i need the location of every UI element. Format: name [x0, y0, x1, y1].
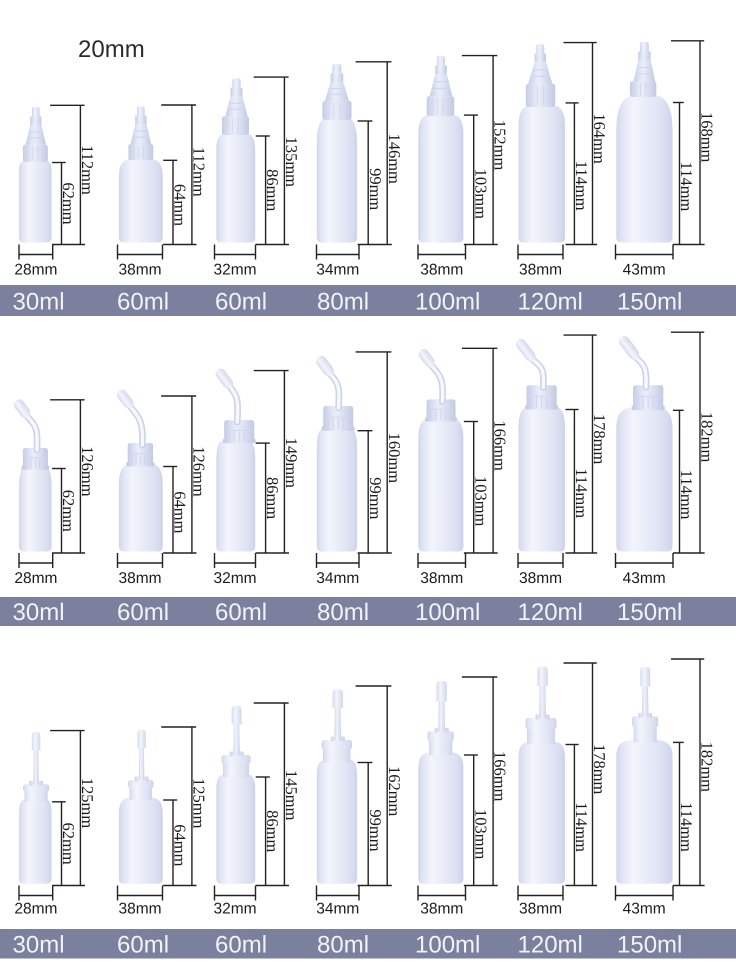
- svg-text:166mm: 166mm: [491, 420, 510, 471]
- svg-text:100ml: 100ml: [415, 932, 480, 959]
- svg-text:86mm: 86mm: [263, 810, 282, 852]
- svg-text:60ml: 60ml: [117, 289, 169, 316]
- svg-text:103mm: 103mm: [471, 169, 490, 220]
- svg-text:114mm: 114mm: [677, 802, 696, 852]
- svg-text:38mm: 38mm: [118, 901, 161, 918]
- svg-text:166mm: 166mm: [491, 751, 510, 802]
- svg-text:32mm: 32mm: [213, 570, 256, 587]
- svg-text:64mm: 64mm: [171, 824, 190, 866]
- svg-text:20mm: 20mm: [78, 36, 145, 63]
- svg-text:168mm: 168mm: [698, 112, 717, 163]
- svg-text:182mm: 182mm: [698, 412, 717, 463]
- svg-text:114mm: 114mm: [677, 162, 696, 212]
- svg-text:28mm: 28mm: [14, 262, 57, 279]
- svg-text:135mm: 135mm: [282, 137, 301, 188]
- svg-text:125mm: 125mm: [78, 778, 97, 829]
- svg-text:160mm: 160mm: [385, 433, 404, 484]
- svg-text:114mm: 114mm: [572, 468, 591, 518]
- svg-text:178mm: 178mm: [590, 414, 609, 465]
- svg-text:162mm: 162mm: [385, 766, 404, 817]
- svg-text:80ml: 80ml: [317, 932, 369, 959]
- svg-text:150ml: 150ml: [617, 599, 682, 626]
- svg-text:125mm: 125mm: [190, 778, 209, 829]
- svg-text:34mm: 34mm: [316, 901, 359, 918]
- svg-text:99mm: 99mm: [366, 168, 385, 210]
- svg-text:30ml: 30ml: [13, 289, 65, 316]
- svg-text:34mm: 34mm: [316, 570, 359, 587]
- svg-text:38mm: 38mm: [519, 262, 562, 279]
- svg-text:60ml: 60ml: [215, 289, 267, 316]
- svg-text:86mm: 86mm: [263, 169, 282, 211]
- svg-text:120ml: 120ml: [518, 932, 583, 959]
- svg-text:28mm: 28mm: [14, 570, 57, 587]
- svg-text:62mm: 62mm: [59, 182, 78, 224]
- svg-text:152mm: 152mm: [491, 120, 510, 171]
- svg-text:99mm: 99mm: [366, 809, 385, 851]
- svg-text:38mm: 38mm: [519, 901, 562, 918]
- svg-text:30ml: 30ml: [13, 932, 65, 959]
- svg-text:43mm: 43mm: [623, 901, 666, 918]
- svg-text:60ml: 60ml: [117, 599, 169, 626]
- svg-text:60ml: 60ml: [117, 932, 169, 959]
- svg-text:126mm: 126mm: [190, 446, 209, 497]
- svg-text:126mm: 126mm: [78, 446, 97, 497]
- svg-text:86mm: 86mm: [263, 477, 282, 519]
- svg-text:32mm: 32mm: [213, 901, 256, 918]
- svg-text:103mm: 103mm: [471, 809, 490, 860]
- svg-text:38mm: 38mm: [420, 901, 463, 918]
- svg-text:99mm: 99mm: [366, 477, 385, 519]
- svg-text:34mm: 34mm: [316, 262, 359, 279]
- svg-text:150ml: 150ml: [617, 289, 682, 316]
- svg-text:103mm: 103mm: [471, 476, 490, 527]
- svg-text:150ml: 150ml: [617, 932, 682, 959]
- svg-text:43mm: 43mm: [623, 262, 666, 279]
- svg-text:64mm: 64mm: [171, 184, 190, 226]
- svg-text:43mm: 43mm: [623, 570, 666, 587]
- svg-text:164mm: 164mm: [590, 113, 609, 164]
- svg-text:30ml: 30ml: [13, 599, 65, 626]
- svg-text:38mm: 38mm: [420, 262, 463, 279]
- svg-text:38mm: 38mm: [118, 570, 161, 587]
- svg-text:80ml: 80ml: [317, 289, 369, 316]
- svg-text:60ml: 60ml: [215, 932, 267, 959]
- svg-text:178mm: 178mm: [590, 744, 609, 795]
- svg-text:145mm: 145mm: [282, 770, 301, 821]
- svg-text:112mm: 112mm: [78, 145, 97, 195]
- svg-text:64mm: 64mm: [171, 491, 190, 533]
- svg-text:100ml: 100ml: [415, 289, 480, 316]
- svg-text:80ml: 80ml: [317, 599, 369, 626]
- svg-text:112mm: 112mm: [190, 147, 209, 197]
- svg-text:38mm: 38mm: [118, 262, 161, 279]
- svg-text:38mm: 38mm: [519, 570, 562, 587]
- svg-text:120ml: 120ml: [518, 599, 583, 626]
- svg-text:114mm: 114mm: [572, 802, 591, 852]
- svg-text:149mm: 149mm: [282, 438, 301, 489]
- svg-text:146mm: 146mm: [385, 133, 404, 184]
- svg-text:62mm: 62mm: [59, 490, 78, 532]
- svg-text:32mm: 32mm: [213, 262, 256, 279]
- svg-text:114mm: 114mm: [677, 470, 696, 520]
- svg-text:114mm: 114mm: [572, 161, 591, 211]
- svg-text:100ml: 100ml: [415, 599, 480, 626]
- svg-text:120ml: 120ml: [518, 289, 583, 316]
- svg-text:60ml: 60ml: [215, 599, 267, 626]
- svg-text:38mm: 38mm: [420, 570, 463, 587]
- svg-text:28mm: 28mm: [14, 901, 57, 918]
- svg-text:182mm: 182mm: [698, 742, 717, 793]
- svg-text:62mm: 62mm: [59, 823, 78, 865]
